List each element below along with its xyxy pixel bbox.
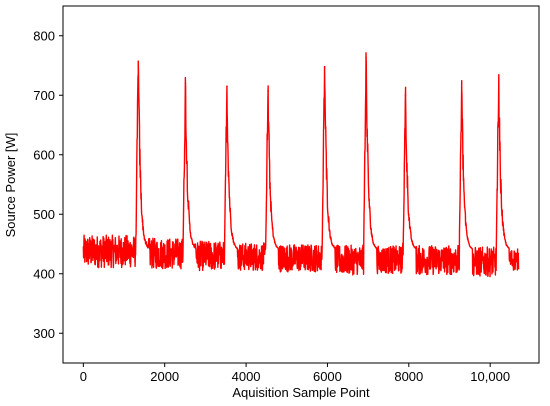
peak-point [365, 56, 367, 59]
x-tick-label: 8000 [394, 369, 423, 384]
peak-point [323, 65, 326, 68]
y-tick-label: 800 [33, 28, 55, 43]
y-tick-label: 400 [33, 266, 55, 281]
y-tick-label: 600 [33, 147, 55, 162]
y-tick-label: 500 [33, 207, 55, 222]
x-axis-label: Aquisition Sample Point [232, 385, 370, 400]
y-axis: 300 400 500 600 700 800 [33, 28, 63, 341]
peak-point [460, 86, 463, 89]
peak-point [184, 82, 187, 85]
peak-point [497, 82, 500, 85]
peak-point [404, 94, 407, 97]
x-tick-label: 0 [80, 369, 87, 384]
x-axis: 0 2000 4000 6000 8000 10,000 [80, 363, 510, 384]
x-tick-label: 6000 [313, 369, 342, 384]
series-line-group [82, 52, 520, 278]
series-line [82, 52, 520, 278]
plot-frame [62, 5, 540, 364]
peak-point [226, 85, 228, 88]
x-tick-label: 4000 [232, 369, 261, 384]
y-tick-label: 700 [33, 88, 55, 103]
y-axis-label: Source Power [W] [3, 133, 18, 238]
x-tick-label: 2000 [150, 369, 179, 384]
x-tick-label: 10,000 [470, 369, 510, 384]
peak-point [267, 90, 269, 92]
peak-point [137, 60, 140, 63]
y-tick-label: 300 [33, 326, 55, 341]
